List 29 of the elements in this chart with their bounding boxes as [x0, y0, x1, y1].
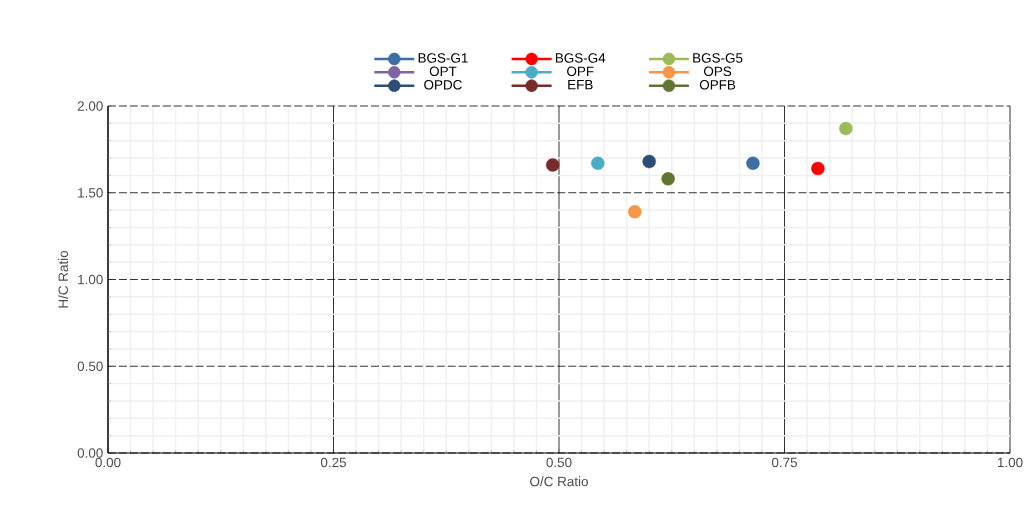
legend-label: OPS	[704, 66, 732, 77]
x-tick-label: 0.00	[95, 457, 121, 468]
x-tick-label: 0.75	[771, 457, 798, 468]
legend-label: OPF	[567, 66, 594, 77]
legend-label: OPDC	[424, 79, 462, 90]
y-tick-label: 1.50	[78, 187, 103, 198]
x-tick-label: 1.00	[997, 457, 1023, 468]
legend-label: OPFB	[699, 79, 736, 90]
y-tick-label: 0.00	[77, 448, 103, 458]
point	[839, 121, 853, 136]
y-tick-label: 1.00	[78, 274, 103, 285]
x-axis-title: O/C Ratio	[530, 476, 588, 487]
x-tick-label: 0.25	[320, 457, 347, 468]
y-tick-label: 2.00	[77, 101, 103, 111]
point	[661, 172, 675, 186]
legend-label: OPT	[429, 66, 457, 77]
y-tick-label: 0.50	[77, 361, 103, 371]
point	[545, 158, 560, 172]
legend-label: BGS-G5	[693, 53, 743, 63]
point	[642, 154, 656, 169]
point	[628, 205, 642, 219]
point	[811, 161, 825, 176]
x-tick-label: 0.50	[546, 457, 572, 468]
legend-label: BGS-G1	[418, 53, 468, 63]
y-axis-title: H/C Ratio	[58, 250, 68, 308]
point	[746, 156, 760, 170]
legend-label: EFB	[568, 80, 593, 90]
legend-label: BGS-G4	[555, 53, 606, 63]
point	[591, 156, 605, 170]
